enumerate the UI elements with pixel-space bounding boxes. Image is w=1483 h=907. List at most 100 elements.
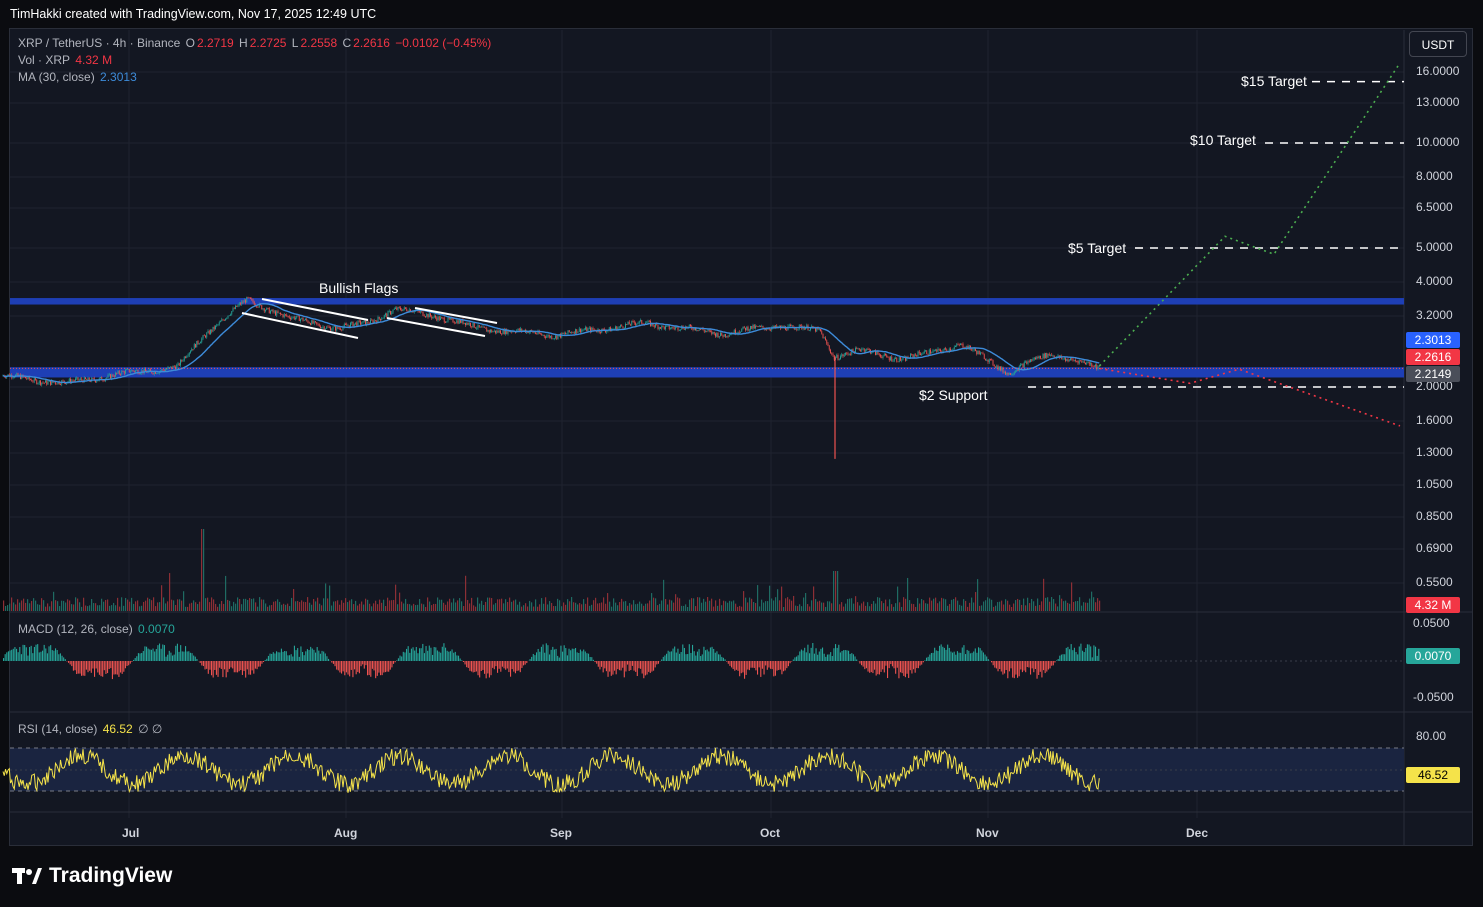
volume-bar <box>25 602 27 611</box>
macd-bar <box>131 661 133 662</box>
candle-body <box>520 328 521 331</box>
volume-bar <box>373 603 375 611</box>
candle-body <box>468 323 470 325</box>
macd-bar <box>549 654 551 661</box>
volume-bar <box>17 599 19 611</box>
macd-bar <box>42 650 44 661</box>
macd-bar <box>711 646 713 661</box>
candle-body <box>730 334 731 336</box>
candle-body <box>882 355 884 358</box>
candle-body <box>228 315 230 317</box>
macd-bar <box>646 661 648 675</box>
macd-bar <box>609 661 611 672</box>
volume-bar <box>441 599 443 611</box>
volume-bar <box>649 600 651 611</box>
candle-body <box>286 314 288 317</box>
macd-bar <box>27 655 29 661</box>
volume-bar <box>471 597 473 611</box>
macd-bar <box>302 651 304 661</box>
volume-bar <box>761 599 763 611</box>
macd-bar <box>555 648 557 661</box>
macd-bar <box>370 661 372 677</box>
volume-bar <box>391 600 393 611</box>
candle-body <box>275 311 276 316</box>
candle-body <box>466 322 468 326</box>
macd-bar <box>331 661 333 663</box>
volume-bar <box>205 598 207 611</box>
volume-bar <box>917 598 919 611</box>
macd-bar <box>680 651 682 661</box>
volume-bar <box>887 606 889 611</box>
volume-bar <box>1039 605 1041 611</box>
macd-bar <box>386 661 388 672</box>
candle-body <box>620 325 621 327</box>
candle-body <box>740 331 741 333</box>
macd-bar <box>831 655 833 661</box>
macd-bar <box>981 650 983 661</box>
macd-bar <box>354 661 356 670</box>
candle-body <box>192 349 194 350</box>
macd-bar <box>900 661 902 673</box>
macd-bar <box>303 655 305 661</box>
volume-bar <box>949 604 951 611</box>
volume-bar <box>3 600 5 611</box>
candle-body <box>247 297 249 298</box>
open-value: 2.2719 <box>197 36 234 50</box>
candle-body <box>46 380 48 385</box>
candle-body <box>583 329 585 331</box>
macd-bar <box>797 655 799 661</box>
volume-bar <box>451 602 453 611</box>
candle-body <box>97 380 99 382</box>
macd-bar <box>518 661 520 671</box>
candle-body <box>566 333 568 335</box>
candle-body <box>733 329 735 335</box>
volume-bar <box>899 602 901 611</box>
volume-bar <box>35 600 37 611</box>
candle-body <box>21 374 23 379</box>
volume-bar <box>739 605 741 611</box>
candle-body <box>473 322 475 328</box>
candle-body <box>47 381 49 385</box>
macd-bar <box>734 661 736 671</box>
volume-bar <box>21 600 23 611</box>
macd-bar <box>664 655 666 661</box>
macd-bar <box>251 661 253 671</box>
volume-bar <box>593 600 595 611</box>
candle-body <box>827 343 829 346</box>
macd-bar <box>1051 661 1053 666</box>
candle-body <box>111 374 113 379</box>
candle-body <box>1035 357 1036 360</box>
macd-bar <box>189 652 191 661</box>
volume-bar <box>333 601 335 611</box>
candle-body <box>136 370 138 371</box>
candle-body <box>461 319 463 323</box>
tradingview-logo[interactable]: TradingView <box>12 864 172 888</box>
volume-bar <box>875 603 877 611</box>
macd-bar <box>394 661 396 663</box>
macd-bar <box>352 661 354 678</box>
volume-bar <box>227 599 229 611</box>
candle-body <box>197 340 199 344</box>
volume-bar <box>1001 600 1003 611</box>
volume-bar <box>805 592 807 611</box>
macd-bar <box>339 661 341 673</box>
macd-bar <box>602 661 604 673</box>
candle-body <box>207 330 209 333</box>
volume-bar <box>787 597 789 611</box>
candle-body <box>542 334 544 336</box>
candle-body <box>758 325 760 327</box>
candle-body <box>943 348 945 351</box>
macd-bar <box>1082 650 1084 661</box>
macd-bar <box>84 661 86 676</box>
volume-bar <box>1075 601 1077 611</box>
volume-bar <box>135 601 137 611</box>
candle-body <box>401 309 403 312</box>
candle-body <box>412 311 414 313</box>
currency-button[interactable]: USDT <box>1409 31 1467 57</box>
candle-body <box>13 377 15 378</box>
macd-bar <box>297 648 299 661</box>
macd-bar <box>246 661 248 670</box>
candle-body <box>50 380 51 385</box>
candle-body <box>165 369 166 372</box>
